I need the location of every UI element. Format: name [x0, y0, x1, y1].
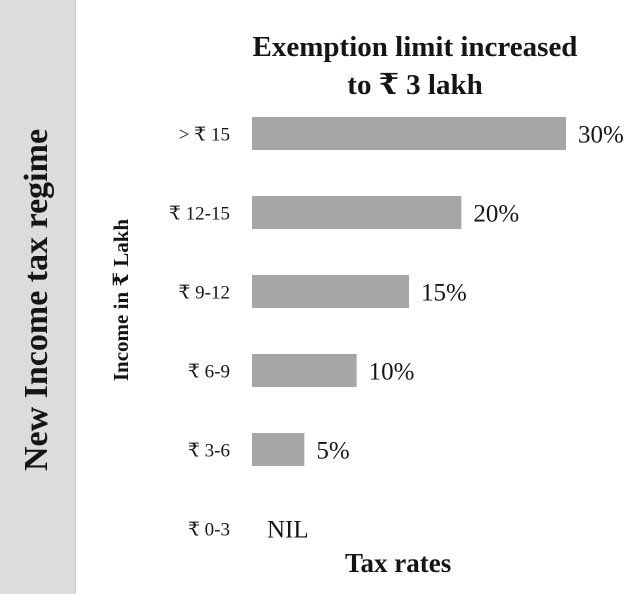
bar [252, 354, 357, 387]
data-label: 10% [369, 359, 415, 386]
data-label: 20% [473, 201, 519, 228]
y-tick-label: > ₹ 15 [179, 125, 230, 146]
data-label: 30% [578, 122, 624, 149]
y-tick-label: ₹ 9-12 [178, 283, 230, 304]
y-tick-label: ₹ 6-9 [188, 362, 230, 383]
y-tick-label: ₹ 12-15 [169, 204, 230, 225]
bar [252, 117, 566, 150]
bar [252, 433, 304, 466]
data-label: NIL [267, 517, 309, 544]
bar [252, 275, 409, 308]
data-label: 15% [421, 280, 467, 307]
y-tick-label: ₹ 3-6 [188, 441, 230, 462]
bar [252, 196, 461, 229]
data-label: 5% [316, 438, 349, 465]
y-tick-label: ₹ 0-3 [188, 520, 230, 541]
x-axis-label: Tax rates [345, 548, 451, 579]
